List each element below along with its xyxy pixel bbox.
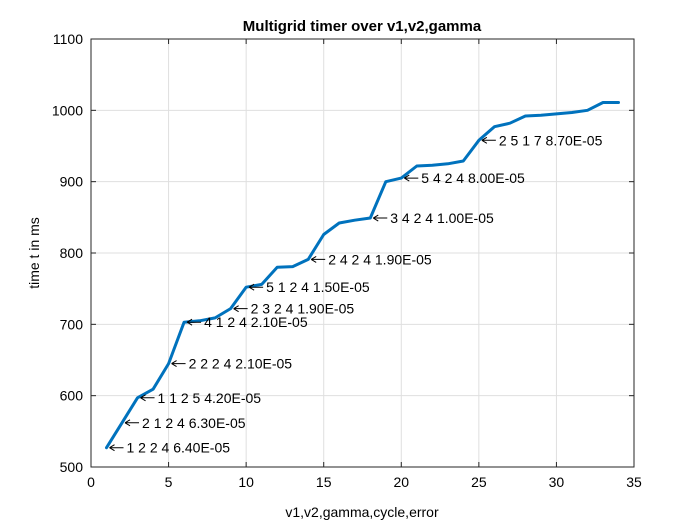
annotation: 4 1 2 4 2.10E-05 <box>186 314 308 330</box>
annotation-label: 2 5 1 7 8.70E-05 <box>499 132 603 148</box>
x-tick-labels: 0 5 10 15 20 25 30 35 <box>87 474 642 490</box>
y-tick-label: 600 <box>60 388 84 404</box>
y-tick-label: 1100 <box>53 31 83 47</box>
annotation-arrow <box>171 360 186 367</box>
x-tick-label: 10 <box>238 474 254 490</box>
y-tick-label: 900 <box>60 174 84 190</box>
annotation-arrow <box>481 136 496 144</box>
y-tick-labels: 500 600 700 800 900 1000 1100 <box>52 31 83 475</box>
annotation-arrow <box>310 255 326 263</box>
annotation-arrow <box>404 174 419 182</box>
series-line <box>105 101 620 450</box>
y-tick-label: 500 <box>60 459 84 475</box>
annotation: 5 1 2 4 1.50E-05 <box>248 279 370 295</box>
annotation-label: 3 4 2 4 1.00E-05 <box>390 210 494 226</box>
annotation-label: 5 4 2 4 8.00E-05 <box>421 170 525 186</box>
annotation-arrow <box>109 444 124 452</box>
chart-title: Multigrid timer over v1,v2,gamma <box>243 18 482 35</box>
annotation-label: 2 2 2 4 2.10E-05 <box>189 356 293 372</box>
x-tick-label: 15 <box>316 474 332 490</box>
annotation-label: 1 2 2 4 6.40E-05 <box>127 440 231 456</box>
x-tick-label: 0 <box>87 474 95 490</box>
annotation: 1 2 2 4 6.40E-05 <box>109 440 231 456</box>
annotation-label: 1 1 2 5 4.20E-05 <box>158 390 262 406</box>
annotation: 2 1 2 4 6.30E-05 <box>124 415 246 431</box>
y-axis-label: time t in ms <box>26 217 42 289</box>
annotation-arrow <box>372 214 388 222</box>
x-tick-label: 5 <box>165 474 173 490</box>
annotation-arrow <box>248 283 264 291</box>
series-line-group <box>105 101 620 450</box>
annotation-label: 2 1 2 4 6.30E-05 <box>142 415 246 431</box>
annotation: 2 5 1 7 8.70E-05 <box>481 132 603 148</box>
annotation: 3 4 2 4 1.00E-05 <box>372 210 494 226</box>
x-tick-label: 35 <box>626 474 642 490</box>
x-tick-label: 25 <box>471 474 487 490</box>
annotations: 1 2 2 4 6.40E-05 2 1 2 4 6.30E-05 1 1 2 5 … <box>109 132 603 456</box>
annotation-label: 2 4 2 4 1.90E-05 <box>328 251 432 267</box>
x-tick-label: 20 <box>393 474 409 490</box>
x-axis-label: v1,v2,gamma,cycle,error <box>285 504 439 520</box>
y-tick-label: 700 <box>60 316 84 332</box>
y-tick-label: 800 <box>60 245 84 261</box>
annotation: 2 3 2 4 1.90E-05 <box>233 301 355 317</box>
annotation-arrow <box>140 394 155 402</box>
y-tick-label: 1000 <box>52 102 83 118</box>
annotation: 2 4 2 4 1.90E-05 <box>310 251 432 267</box>
annotation-arrow <box>186 318 202 326</box>
annotation-label: 2 3 2 4 1.90E-05 <box>251 301 355 317</box>
axis-ticks <box>90 38 635 468</box>
x-tick-label: 30 <box>549 474 565 490</box>
annotation-label: 4 1 2 4 2.10E-05 <box>204 314 308 330</box>
annotation: 5 4 2 4 8.00E-05 <box>404 170 525 186</box>
annotation-arrow <box>124 419 140 427</box>
annotation: 2 2 2 4 2.10E-05 <box>171 356 293 372</box>
annotation-arrow <box>233 305 248 313</box>
annotation-label: 5 1 2 4 1.50E-05 <box>266 279 370 295</box>
annotation: 1 1 2 5 4.20E-05 <box>140 390 262 406</box>
